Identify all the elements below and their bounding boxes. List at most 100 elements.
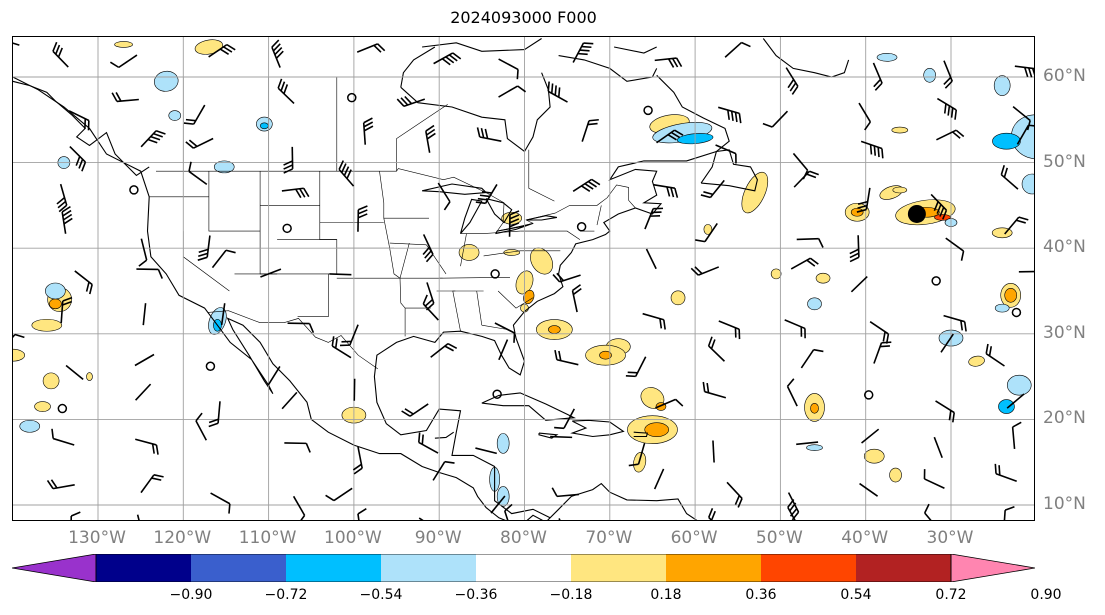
latitude-label: 40°N	[1043, 237, 1086, 258]
colorbar-high-extend	[950, 554, 1035, 582]
wind-barb	[138, 238, 148, 267]
state-borders	[149, 77, 636, 370]
calm-wind-marker	[282, 223, 292, 234]
anomaly-contour	[806, 444, 823, 451]
wind-barb	[430, 342, 458, 358]
wind-barb	[558, 518, 569, 520]
wind-barb	[475, 447, 497, 455]
calm-wind-marker	[643, 105, 653, 116]
anomaly-contour	[670, 290, 686, 306]
wind-barb	[134, 353, 155, 367]
wind-barb	[494, 322, 516, 343]
state-border	[481, 324, 508, 330]
wind-barb	[396, 95, 426, 108]
longitude-label: 40°W	[841, 528, 889, 548]
wind-barb	[858, 102, 872, 131]
map-title: 2024093000 F000	[450, 8, 597, 27]
wind-barbs	[13, 39, 1034, 520]
us-canada-border	[156, 168, 636, 232]
wind-barb	[762, 110, 789, 128]
colorbar-tick-label: −0.72	[264, 587, 308, 603]
calm-wind-marker	[57, 403, 68, 414]
wind-barb	[786, 378, 798, 407]
anomaly-contour	[810, 402, 819, 414]
state-border	[297, 171, 338, 317]
wind-barb	[140, 474, 164, 494]
anomaly-contour	[19, 419, 41, 433]
wind-barb	[790, 257, 819, 270]
wind-barb	[859, 482, 879, 497]
calm-wind-marker	[490, 269, 500, 279]
colorbar-tick-label: −0.36	[454, 587, 498, 603]
longitude-label: 50°W	[755, 528, 803, 548]
baffin-coastline	[613, 46, 657, 54]
wind-barb	[860, 140, 884, 159]
wind-barb	[220, 303, 226, 326]
wind-barb	[65, 364, 84, 380]
colorbar-tick-label: 0.90	[1030, 587, 1062, 603]
wind-barb	[628, 442, 646, 467]
anomaly-contour	[968, 355, 985, 367]
wind-barb	[1011, 421, 1022, 450]
wind-barb	[508, 210, 520, 237]
wind-barb	[708, 507, 725, 520]
wind-barb	[861, 428, 880, 444]
wind-barb	[208, 401, 221, 428]
state-border	[596, 205, 602, 226]
calm-wind-marker	[576, 222, 587, 232]
wind-barb	[872, 62, 883, 91]
wind-barb	[933, 436, 943, 459]
longitude-label: 130°W	[68, 528, 126, 548]
state-border	[460, 230, 521, 234]
anomaly-contour	[213, 160, 235, 174]
calm-wind-marker	[1011, 307, 1022, 318]
anomaly-contour	[770, 268, 782, 280]
colorbar-tick-label: 0.72	[935, 587, 967, 603]
wind-barb	[784, 319, 806, 339]
anomaly-contour	[741, 171, 769, 214]
wind-barb	[985, 343, 1005, 367]
wind-barb	[712, 440, 715, 463]
anomaly-contour	[1021, 173, 1034, 195]
wind-barb	[498, 58, 519, 80]
state-border	[208, 171, 261, 232]
anomaly-contour	[992, 132, 1021, 150]
wind-barb	[211, 249, 236, 269]
anomaly-contour	[994, 303, 1010, 313]
hudson-bay-coastline	[400, 72, 551, 153]
wind-barb	[498, 85, 527, 98]
anomaly-contour	[1006, 374, 1032, 396]
latitude-label: 30°N	[1043, 322, 1086, 343]
state-border	[426, 244, 447, 275]
province-border	[528, 149, 555, 202]
wind-barb	[267, 365, 281, 386]
wind-barb	[796, 237, 824, 248]
wind-barb	[702, 381, 727, 399]
anomaly-contour	[599, 350, 612, 360]
wind-barb	[490, 495, 506, 514]
wind-barb	[325, 487, 353, 502]
longitude-label: 120°W	[153, 528, 212, 548]
wind-barb	[943, 60, 953, 89]
colorbar-segment	[191, 554, 286, 582]
wind-barb	[260, 268, 282, 278]
anomaly-contour	[934, 214, 951, 221]
anomaly-contour	[807, 297, 822, 311]
colorbar-tick-label: 0.36	[745, 587, 777, 603]
wind-barb	[195, 412, 208, 441]
wind-barb	[936, 97, 958, 120]
south-america-coastline	[547, 482, 698, 520]
wind-barb	[656, 129, 684, 144]
calm-wind-marker	[931, 276, 941, 286]
wind-barb	[571, 284, 582, 313]
wind-barb	[74, 270, 93, 295]
anomaly-contour	[13, 348, 25, 362]
anomaly-contour	[1004, 287, 1018, 303]
longitude-label: 30°W	[926, 528, 974, 548]
anomaly-contour	[86, 372, 93, 381]
anomaly-contour	[34, 401, 51, 412]
wind-barb	[60, 296, 73, 324]
wind-barb	[1006, 393, 1025, 409]
anomaly-contour	[889, 467, 902, 483]
wind-barb	[787, 492, 800, 520]
